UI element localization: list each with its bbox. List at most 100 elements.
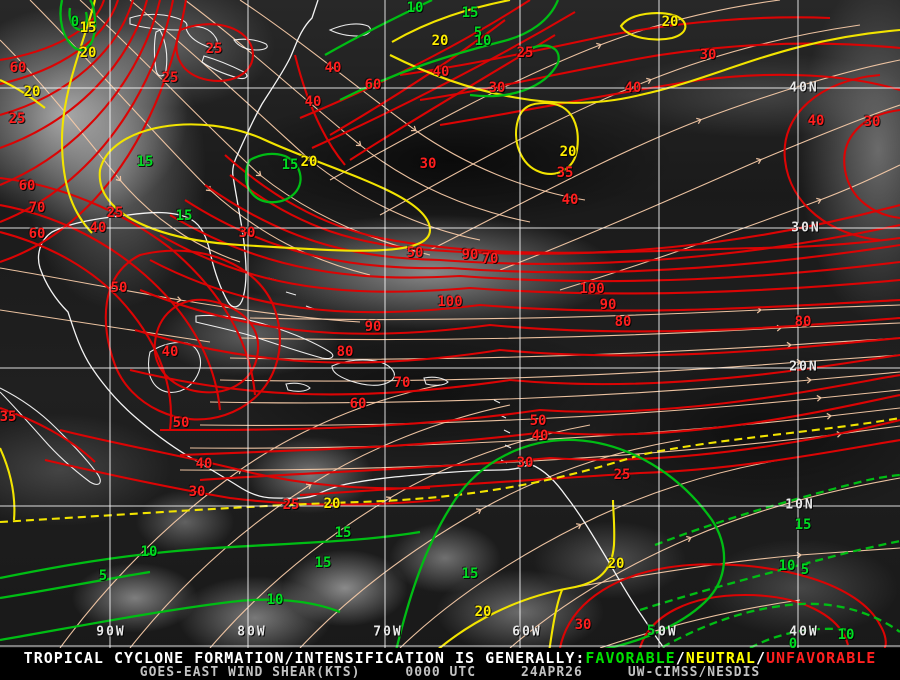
shear-contour-label: 80 bbox=[336, 344, 354, 360]
longitude-label: 40W bbox=[789, 624, 819, 640]
shear-contour-label: 70 bbox=[28, 200, 46, 216]
shear-contour-label: 10 bbox=[406, 0, 424, 16]
shear-contour-label: 40 bbox=[624, 80, 642, 96]
shear-contour-label: 25 bbox=[516, 45, 534, 61]
shear-contour-label: 20 bbox=[607, 556, 625, 572]
shear-contour-label: 15 bbox=[136, 154, 154, 170]
product-info-segment: GOES-EAST WIND SHEAR(KTS) bbox=[139, 665, 361, 680]
status-word: FAVORABLE bbox=[585, 649, 676, 667]
shear-contour-label: 40 bbox=[807, 113, 825, 129]
map-labels: 40N 30N 20N 10N 90W 80W 70W 60W 50W 40W 60 25 60 70 60… bbox=[0, 0, 881, 648]
shear-contour-label: 40 bbox=[324, 60, 342, 76]
grid-lines bbox=[0, 0, 900, 648]
shear-contour-label: 40 bbox=[304, 94, 322, 110]
contours-red bbox=[0, 0, 900, 648]
product-info-segment: 24APR26 bbox=[521, 665, 583, 680]
shear-contour-label: 20 bbox=[559, 144, 577, 160]
shear-contour-label: 60 bbox=[28, 226, 46, 242]
shear-contour-label: 25 bbox=[205, 41, 223, 57]
shear-contour-label: 20 bbox=[79, 45, 97, 61]
shear-contour-label: 100 bbox=[579, 281, 605, 297]
longitude-label: 60W bbox=[512, 624, 542, 640]
shear-contour-label: 15 bbox=[79, 20, 97, 36]
shear-contour-label: 25 bbox=[613, 467, 631, 483]
latitude-label: 40N bbox=[789, 80, 819, 96]
shear-contour-label: 25 bbox=[161, 70, 179, 86]
shear-contour-label: 5 bbox=[800, 562, 810, 578]
shear-contour-label: 20 bbox=[431, 33, 449, 49]
formation-status-line: TROPICAL CYCLONE FORMATION/INTENSIFICATI… bbox=[0, 649, 900, 667]
shear-contour-label: 60 bbox=[9, 60, 27, 76]
shear-contour-label: 35 bbox=[0, 409, 17, 425]
shear-contour-label: 15 bbox=[334, 525, 352, 541]
shear-contour-label: 10 bbox=[837, 627, 855, 643]
shear-contour-label: 40 bbox=[531, 428, 549, 444]
shear-contour-label: 5 bbox=[98, 568, 108, 584]
shear-contour-label: 90 bbox=[364, 319, 382, 335]
shear-contour-label: 60 bbox=[18, 178, 36, 194]
shear-contour-label: 35 bbox=[556, 165, 574, 181]
satellite-map: 40N 30N 20N 10N 90W 80W 70W 60W 50W 40W 60 25 60 70 60… bbox=[0, 0, 900, 648]
shear-contour-label: 15 bbox=[461, 566, 479, 582]
latitude-label: 10N bbox=[785, 497, 815, 513]
shear-contour-label: 25 bbox=[282, 497, 300, 513]
shear-contour-label: 15 bbox=[175, 208, 193, 224]
longitude-label: 80W bbox=[237, 624, 267, 640]
shear-contour-label: 20 bbox=[661, 14, 679, 30]
shear-contour-label: 10 bbox=[778, 558, 796, 574]
shear-contour-label: 20 bbox=[323, 496, 341, 512]
shear-contour-label: 25 bbox=[106, 205, 124, 221]
shear-contour-label: 20 bbox=[300, 154, 318, 170]
longitude-label: 50W bbox=[648, 624, 678, 640]
shear-contour-label: 0 bbox=[788, 636, 798, 648]
shear-contour-label: 5 bbox=[473, 25, 483, 41]
shear-contour-label: 20 bbox=[474, 604, 492, 620]
shear-contour-label: 40 bbox=[89, 220, 107, 236]
shear-contour-label: 10 bbox=[474, 33, 492, 49]
shear-contour-label: 50 bbox=[172, 415, 190, 431]
shear-contour-label: 5 bbox=[646, 623, 656, 639]
latitude-label: 30N bbox=[791, 220, 821, 236]
longitude-label: 90W bbox=[96, 624, 126, 640]
shear-contour-label: 50 bbox=[110, 280, 128, 296]
product-info-segment: UW-CIMSS/NESDIS bbox=[627, 665, 761, 680]
shear-contour-label: 30 bbox=[419, 156, 437, 172]
shear-contour-label: 15 bbox=[461, 5, 479, 21]
longitude-label: 70W bbox=[373, 624, 403, 640]
status-banner: TROPICAL CYCLONE FORMATION/INTENSIFICATI… bbox=[0, 648, 900, 680]
shear-contour-label: 15 bbox=[794, 517, 812, 533]
shear-contour-label: 70 bbox=[393, 375, 411, 391]
shear-contour-label: 40 bbox=[432, 64, 450, 80]
shear-contour-label: 30 bbox=[699, 47, 717, 63]
shear-contour-label: 40 bbox=[161, 344, 179, 360]
shear-contour-label: 40 bbox=[561, 192, 579, 208]
contours-yellow bbox=[0, 0, 900, 648]
latitude-label: 20N bbox=[789, 359, 819, 375]
shear-contour-label: 80 bbox=[614, 314, 632, 330]
shear-contour-label: 90 bbox=[599, 297, 617, 313]
product-info-segment: 0000 UTC bbox=[405, 665, 477, 680]
status-word: UNFAVORABLE bbox=[765, 649, 877, 667]
shear-contour-label: 40 bbox=[195, 456, 213, 472]
shear-contour-label: 30 bbox=[188, 484, 206, 500]
shear-contour-label: 60 bbox=[364, 77, 382, 93]
product-info-line: GOES-EAST WIND SHEAR(KTS) 0000 UTC 24APR26… bbox=[0, 665, 900, 680]
shear-contour-label: 25 bbox=[8, 111, 26, 127]
shear-contour-label: 30 bbox=[863, 114, 881, 130]
shear-contour-label: 100 bbox=[437, 294, 463, 310]
shear-contour-label: 30 bbox=[516, 455, 534, 471]
shear-contour-label: 30 bbox=[488, 80, 506, 96]
shear-contour-label: 50 bbox=[406, 245, 424, 261]
shear-contour-label: 90 bbox=[461, 247, 479, 263]
status-word: NEUTRAL bbox=[685, 649, 756, 667]
shear-contour-label: 80 bbox=[794, 314, 812, 330]
shear-contour-label: 30 bbox=[238, 225, 256, 241]
shear-contour-label: 15 bbox=[314, 555, 332, 571]
shear-contour-label: 10 bbox=[140, 544, 158, 560]
shear-contour-label: 10 bbox=[266, 592, 284, 608]
shear-contour-label: 30 bbox=[574, 617, 592, 633]
shear-contour-label: 50 bbox=[529, 413, 547, 429]
status-legend: FAVORABLE/NEUTRAL/UNFAVORABLE bbox=[585, 649, 876, 667]
shear-contour-label: 15 bbox=[281, 157, 299, 173]
